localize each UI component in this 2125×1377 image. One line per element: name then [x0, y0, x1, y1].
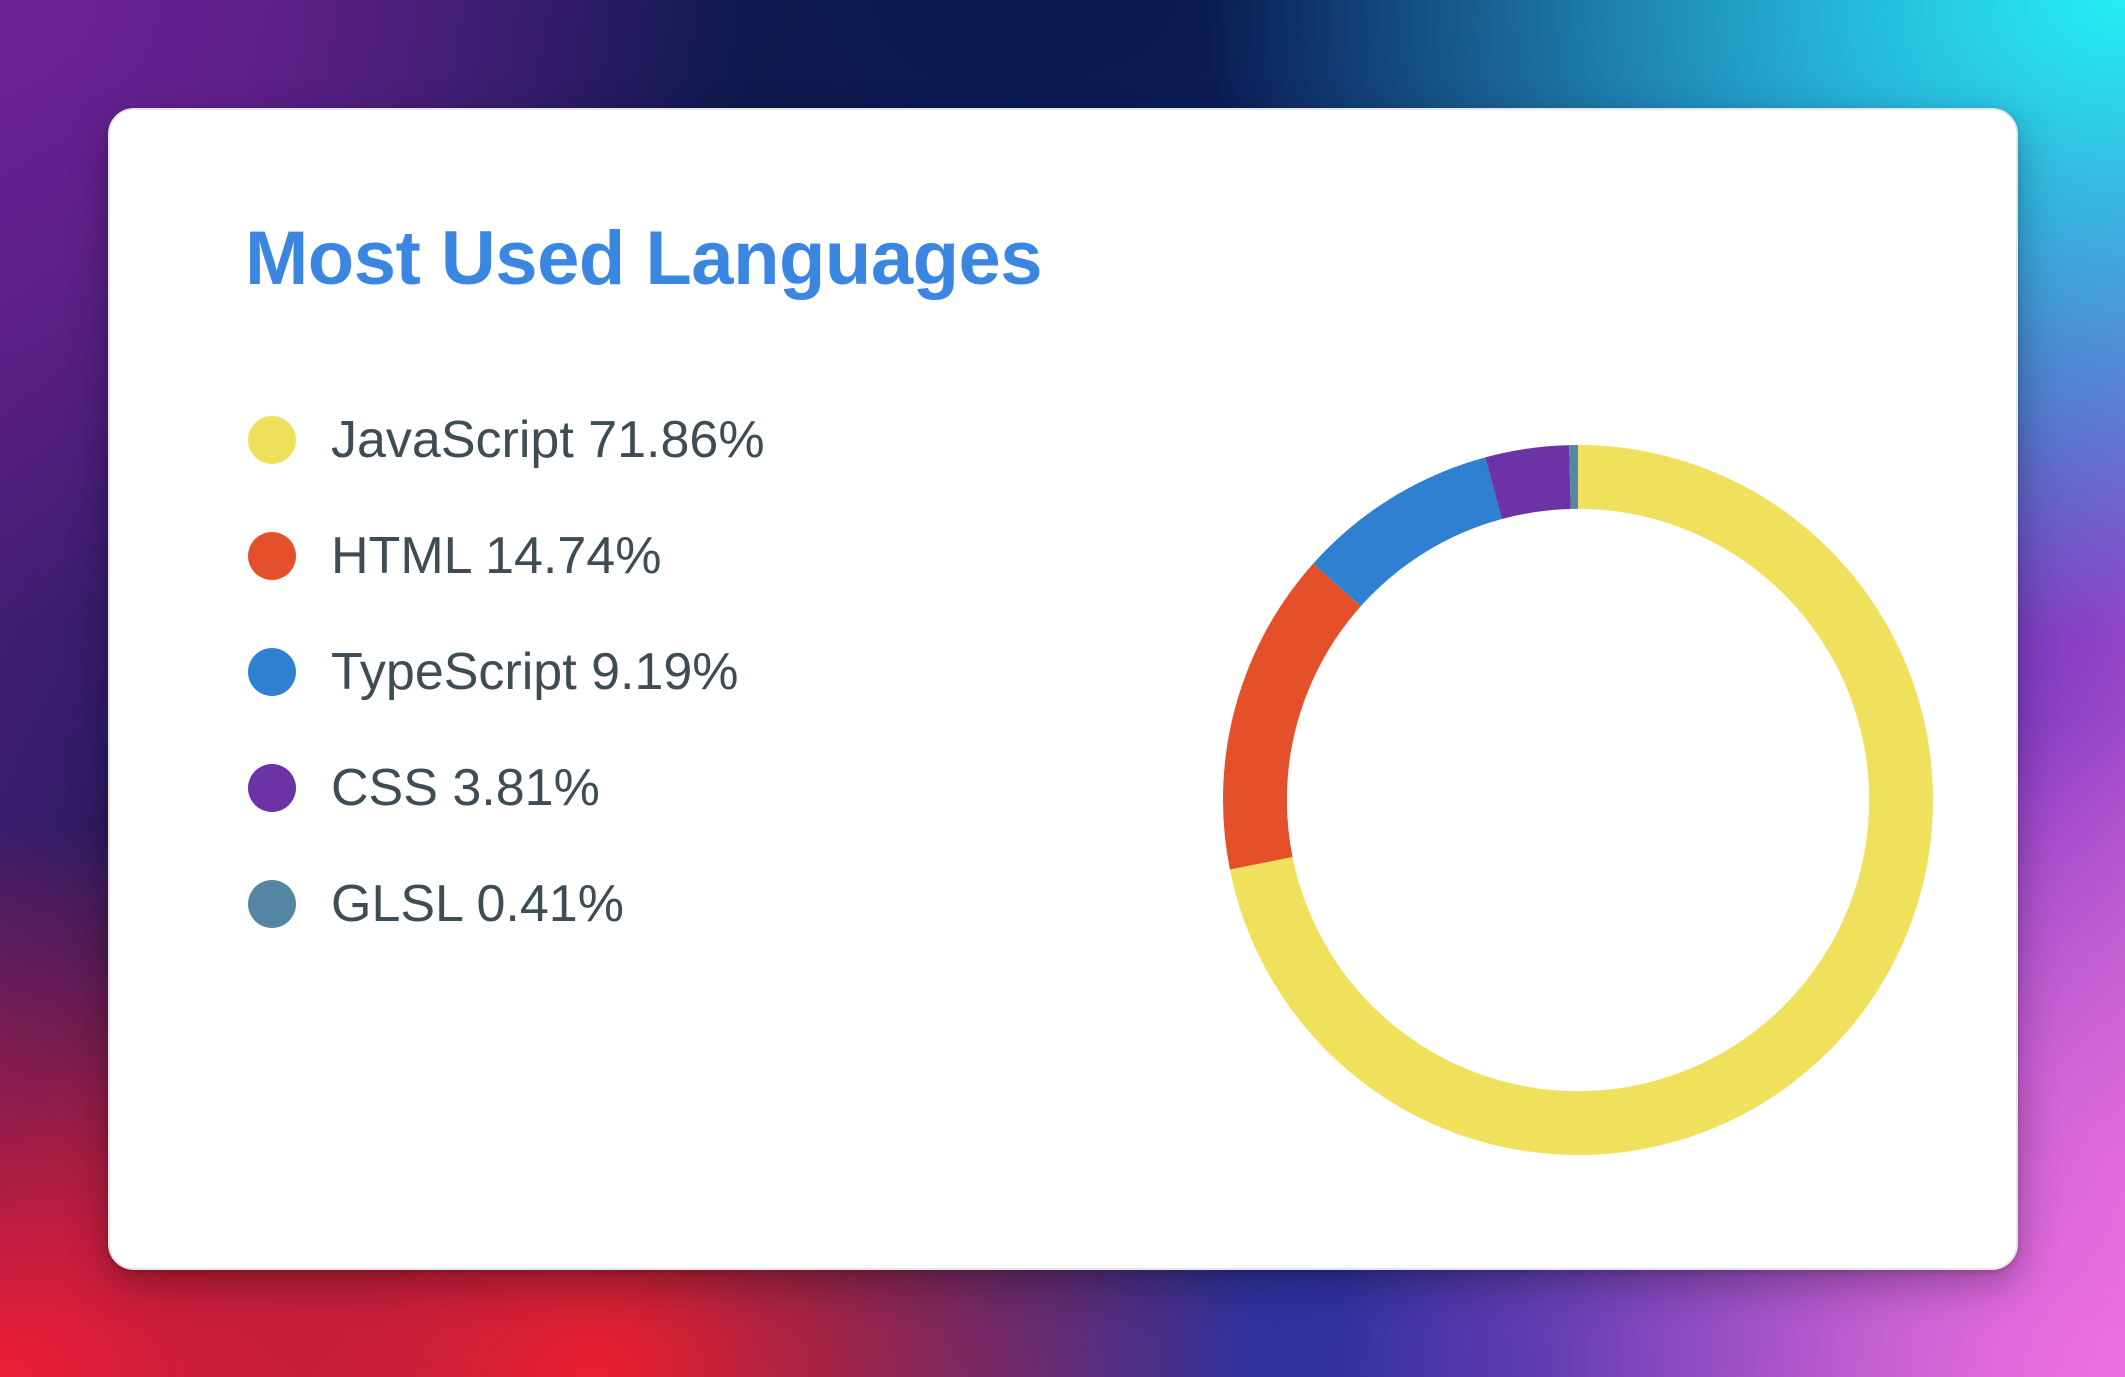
legend-item-label: HTML 14.74%	[331, 527, 662, 585]
legend-color-swatch-icon	[248, 416, 296, 464]
donut-chart-svg	[1223, 445, 1933, 1155]
donut-segment-html	[1223, 445, 1933, 1155]
donut-chart	[1218, 440, 1938, 1160]
legend-item-html: HTML 14.74%	[248, 498, 1008, 614]
legend-item-typescript: TypeScript 9.19%	[248, 614, 1008, 730]
legend-color-swatch-icon	[248, 764, 296, 812]
legend-color-swatch-icon	[248, 648, 296, 696]
legend-item-label: GLSL 0.41%	[331, 875, 624, 933]
chart-legend: JavaScript 71.86% HTML 14.74% TypeScript 9…	[248, 382, 1008, 962]
legend-item-css: CSS 3.81%	[248, 730, 1008, 846]
donut-segment-glsl	[1223, 445, 1933, 1155]
legend-color-swatch-icon	[248, 532, 296, 580]
legend-item-label: CSS 3.81%	[331, 759, 600, 817]
legend-color-swatch-icon	[248, 880, 296, 928]
legend-item-javascript: JavaScript 71.86%	[248, 382, 1008, 498]
legend-item-glsl: GLSL 0.41%	[248, 846, 1008, 962]
legend-item-label: TypeScript 9.19%	[331, 643, 739, 701]
page-title: Most Used Languages	[245, 216, 1043, 301]
legend-item-label: JavaScript 71.86%	[331, 411, 765, 469]
language-stats-card: Most Used Languages JavaScript 71.86% HTM…	[108, 108, 2018, 1270]
